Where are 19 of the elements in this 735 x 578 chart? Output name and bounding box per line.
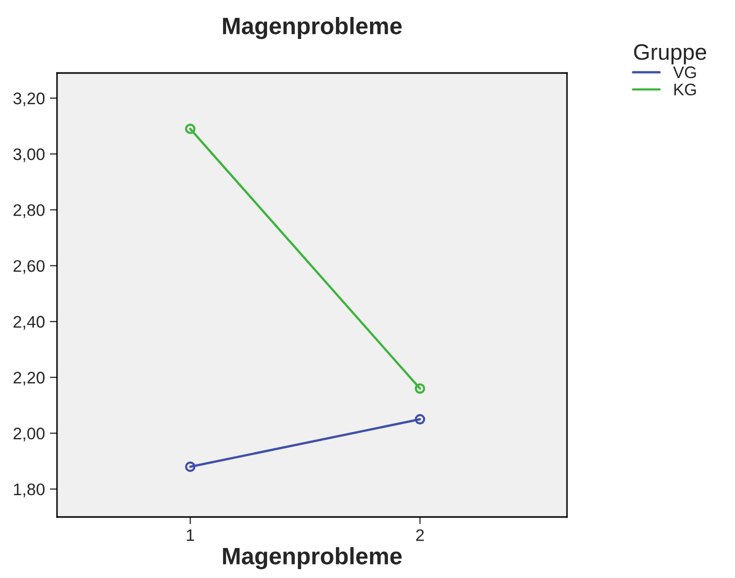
y-tick-label: 3,20 (13, 92, 45, 106)
y-tick-label: 2,20 (14, 372, 45, 386)
chart-title: Magenprobleme (223, 17, 402, 40)
point (414, 414, 426, 424)
x-tick-label: 1 (186, 529, 194, 541)
point (414, 383, 426, 394)
legend-title: Gruppe (634, 44, 706, 64)
x-tick-label: 2 (416, 529, 424, 541)
point (185, 462, 196, 472)
legend-label: KG (674, 84, 696, 96)
x-axis-title: Magenprobleme (223, 547, 402, 570)
legend-label: VG (673, 66, 696, 78)
y-tick-label: 2,00 (14, 428, 45, 442)
y-tick-label: 2,60 (14, 260, 45, 274)
y-tick-label: 2,80 (14, 204, 45, 218)
y-tick-label: 2,40 (14, 316, 45, 330)
point (185, 124, 196, 134)
y-tick-label: 1,80 (14, 483, 45, 498)
y-tick-label: 3,00 (13, 148, 45, 162)
